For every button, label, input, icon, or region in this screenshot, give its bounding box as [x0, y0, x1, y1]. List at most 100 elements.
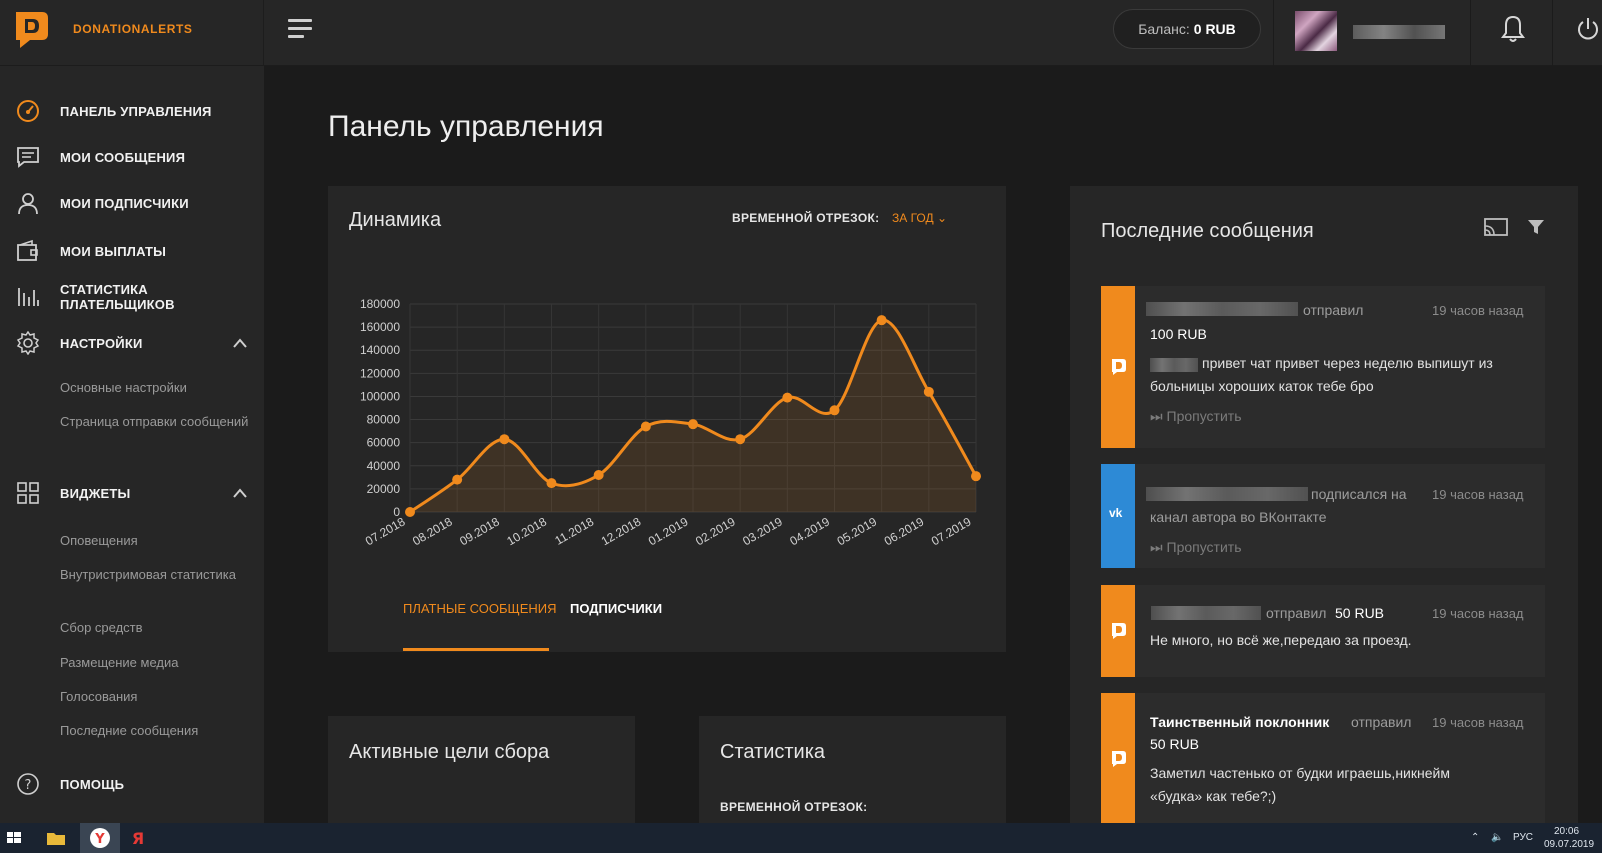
- sidebar-item-label: МОИ ВЫПЛАТЫ: [60, 243, 167, 259]
- data-point: [640, 421, 651, 432]
- sidebar-item-widgets[interactable]: ВИДЖЕТЫ: [0, 476, 264, 510]
- user-icon: [18, 193, 38, 215]
- page-title: Панель управления: [328, 110, 604, 143]
- file-explorer-icon[interactable]: [44, 823, 68, 853]
- sidebar-item-label: ВИДЖЕТЫ: [60, 485, 131, 501]
- yandex-icon[interactable]: Я: [126, 823, 150, 853]
- donation-marker: [1101, 286, 1135, 448]
- skip-button[interactable]: ⏭ Пропустить: [1150, 539, 1242, 555]
- windows-start-icon[interactable]: [4, 823, 24, 853]
- message-time: 19 часов назад: [1432, 487, 1524, 502]
- avatar[interactable]: [1295, 11, 1337, 51]
- tab-paid-messages[interactable]: ПЛАТНЫЕ СООБЩЕНИЯ: [403, 601, 557, 616]
- keyboard-language[interactable]: РУС: [1513, 832, 1534, 843]
- tray-chevron-icon[interactable]: ⌃: [1471, 832, 1480, 843]
- top-bar: DONATIONALERTS Баланс: 0 RUB: [0, 0, 1602, 66]
- y-tick-label: 80000: [367, 413, 401, 427]
- y-tick-label: 160000: [360, 320, 400, 334]
- dynamics-title: Динамика: [349, 209, 442, 231]
- sidebar-item-help[interactable]: ? ПОМОЩЬ: [0, 767, 264, 801]
- donation-marker: [1101, 693, 1135, 823]
- message-time: 19 часов назад: [1432, 303, 1524, 318]
- stats-card: [699, 716, 1006, 823]
- period-select[interactable]: ЗА ГОД ⌄: [892, 211, 947, 225]
- y-tick-label: 120000: [360, 366, 400, 380]
- donation-icon: [1112, 359, 1126, 375]
- sidebar-subitem-stream-stats[interactable]: Внутристримовая статистика: [60, 567, 236, 582]
- os-taskbar: Y Я ⌃ 🔈 РУС 20:06 09.07.2019: [0, 823, 1602, 853]
- filter-icon[interactable]: [1526, 217, 1546, 237]
- username-blurred[interactable]: [1353, 25, 1445, 39]
- message-sender: Таинственный поклонник: [1150, 714, 1330, 730]
- sidebar-subitem-alerts[interactable]: Оповещения: [60, 533, 138, 548]
- chevron-down-icon: ⌄: [936, 211, 948, 225]
- message-action: отправил: [1351, 714, 1412, 730]
- sidebar-subitem-fundraising[interactable]: Сбор средств: [60, 620, 143, 635]
- clock-time[interactable]: 20:06: [1554, 826, 1580, 837]
- brand-name: DONATIONALERTS: [73, 22, 193, 36]
- gear-icon: [16, 331, 40, 355]
- power-icon[interactable]: [1574, 14, 1602, 44]
- data-point: [782, 392, 793, 403]
- svg-text:Я: Я: [132, 829, 144, 848]
- message-action-line2: канал автора во ВКонтакте: [1150, 509, 1327, 525]
- cast-icon[interactable]: [1482, 216, 1510, 240]
- volume-icon[interactable]: 🔈: [1491, 832, 1504, 843]
- series-area: [410, 320, 976, 512]
- tab-subscribers[interactable]: ПОДПИСЧИКИ: [570, 601, 663, 616]
- sidebar-subitem-last-messages[interactable]: Последние сообщения: [60, 723, 199, 738]
- sidebar-item-label: МОИ ПОДПИСЧИКИ: [60, 195, 189, 211]
- x-tick-label: 08.2018: [410, 514, 455, 548]
- sidebar-item-payer-stats[interactable]: СТАТИСТИКА ПЛАТЕЛЬЩИКОВ: [0, 280, 264, 314]
- sidebar-subitem-polls[interactable]: Голосования: [60, 689, 138, 704]
- balance-badge[interactable]: Баланс: 0 RUB: [1113, 9, 1261, 49]
- data-point: [546, 478, 557, 489]
- sidebar-subitem-main-settings[interactable]: Основные настройки: [60, 380, 187, 395]
- sidebar-subitem-send-page[interactable]: Страница отправки сообщений: [60, 414, 249, 429]
- message-item[interactable]: отправил 19 часов назад 100 RUB привет ч…: [1101, 286, 1545, 448]
- help-icon: ?: [17, 773, 39, 795]
- x-tick-label: 04.2019: [787, 514, 832, 548]
- sidebar-item-dashboard[interactable]: ПАНЕЛЬ УПРАВЛЕНИЯ: [0, 94, 264, 128]
- sidebar-item-payouts[interactable]: МОИ ВЫПЛАТЫ: [0, 234, 264, 268]
- stats-title: Статистика: [720, 741, 826, 763]
- sidebar-item-subscribers[interactable]: МОИ ПОДПИСЧИКИ: [0, 186, 264, 220]
- x-tick-label: 12.2018: [599, 514, 644, 548]
- chevron-up-icon[interactable]: [232, 336, 248, 350]
- yandex-browser-icon: Y: [90, 828, 110, 848]
- goals-title: Активные цели сбора: [349, 741, 550, 763]
- y-tick-label: 180000: [360, 297, 400, 311]
- clock-date[interactable]: 09.07.2019: [1544, 839, 1595, 850]
- y-tick-label: 0: [393, 505, 400, 519]
- sender-blurred: [1151, 606, 1261, 620]
- message-amount: 50 RUB: [1150, 736, 1200, 752]
- message-amount: 50 RUB: [1335, 605, 1385, 621]
- data-point: [923, 386, 934, 397]
- message-action: подписался на: [1311, 486, 1407, 502]
- dashboard-gauge-icon: [17, 100, 39, 122]
- x-tick-label: 11.2018: [552, 514, 596, 548]
- x-tick-label: 03.2019: [740, 514, 785, 548]
- bell-icon[interactable]: [1500, 14, 1526, 44]
- sidebar-item-settings[interactable]: НАСТРОЙКИ: [0, 326, 264, 360]
- donation-marker: [1101, 585, 1135, 677]
- yandex-browser-taskbar[interactable]: Y: [80, 823, 120, 853]
- menu-toggle-icon[interactable]: [286, 16, 316, 46]
- message-item[interactable]: vk подписался на 19 часов назад канал ав…: [1101, 464, 1545, 568]
- svg-text:?: ?: [25, 778, 32, 793]
- sidebar-subitem-media[interactable]: Размещение медиа: [60, 655, 179, 670]
- data-point: [735, 434, 746, 445]
- y-tick-label: 60000: [367, 436, 401, 450]
- sidebar-item-messages[interactable]: МОИ СООБЩЕНИЯ: [0, 140, 264, 174]
- message-item[interactable]: Таинственный поклонник отправил 19 часов…: [1101, 693, 1545, 823]
- chevron-up-icon[interactable]: [232, 486, 248, 500]
- message-item[interactable]: отправил 50 RUB 19 часов назад Не много,…: [1101, 585, 1545, 677]
- logo-area[interactable]: DONATIONALERTS: [0, 0, 264, 66]
- skip-button[interactable]: ⏭ Пропустить: [1150, 408, 1242, 424]
- x-tick-label: 02.2019: [693, 514, 738, 548]
- message-action: отправил: [1266, 605, 1327, 621]
- data-point: [688, 419, 698, 430]
- data-point: [829, 405, 840, 416]
- active-tab-indicator: [403, 648, 549, 651]
- message-text: привет чат привет через неделю выпишут и…: [1150, 355, 1493, 394]
